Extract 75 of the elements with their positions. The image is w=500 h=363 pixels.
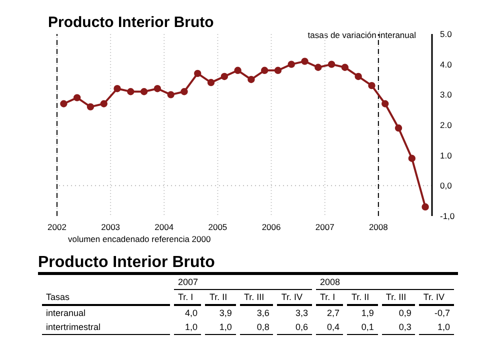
data-label: 1,0 (419, 320, 454, 335)
point (167, 91, 174, 98)
y-tick-label: 1.0 (440, 150, 452, 160)
chart-title: Producto Interior Bruto (48, 14, 214, 31)
data-label: 1,0 (205, 320, 236, 335)
text: volumen encadenado referencia 2000 (68, 234, 211, 244)
category-label: Tr. I (316, 290, 344, 306)
x-tick-label: 2004 (154, 222, 174, 232)
y-tick-label: 4.0 (440, 59, 452, 70)
y-tick-label: -1,0 (440, 211, 455, 222)
data-label: 2,7 (326, 307, 340, 320)
data-label: -0,7 (433, 307, 451, 320)
x-tick-label: 2007 (315, 222, 335, 232)
point (382, 100, 389, 108)
data-label: 3,3 (294, 307, 309, 320)
y-tick-label: 5.0 (440, 29, 452, 40)
data-label: 0,3 (382, 320, 416, 335)
point (394, 124, 402, 132)
point (408, 154, 416, 162)
point (194, 70, 202, 78)
category-label: Tr. III (382, 290, 416, 306)
y-axis-title: tasas de variación interanual (308, 30, 416, 40)
data-label: 0,9 (398, 307, 412, 320)
data-label: 0,1 (347, 320, 378, 335)
point (140, 88, 148, 96)
point (154, 85, 162, 92)
point (114, 85, 121, 92)
point (260, 66, 268, 74)
point (220, 72, 228, 80)
text: intertrimestral (42, 320, 170, 335)
x-tick-label: 2008 (368, 222, 388, 232)
text: Producto Interior Bruto (38, 254, 458, 275)
y-tick-label: 2.0 (440, 120, 452, 130)
text: 2008 (316, 275, 454, 290)
x-tick-label: 2002 (48, 222, 67, 232)
data-label: 1,9 (360, 307, 375, 320)
category-label: Tr. II (205, 290, 236, 306)
point (301, 58, 308, 65)
point (60, 100, 68, 108)
point (422, 203, 429, 210)
point (248, 76, 255, 84)
category-label: Tr. IV (277, 290, 312, 306)
point (368, 82, 376, 90)
x-tick-label: 2003 (101, 222, 120, 232)
y-tick-label: 0,0 (440, 180, 452, 191)
point (73, 94, 81, 102)
data-label: 4,0 (184, 307, 198, 320)
point (100, 100, 108, 108)
point (234, 66, 242, 74)
point (354, 72, 362, 80)
data-label: 0,8 (240, 320, 274, 335)
point (180, 88, 188, 96)
data-label: 3,9 (218, 307, 233, 320)
category-label: Tr. II (347, 290, 378, 306)
data-label: 3,6 (256, 307, 270, 320)
category-label: Tr. IV (419, 290, 454, 306)
x-tick-label: 2005 (208, 222, 228, 232)
point (314, 64, 322, 71)
text: 2007 (174, 275, 312, 290)
text: interanual (45, 307, 87, 320)
category-label: Tr. III (240, 290, 274, 306)
point (274, 66, 282, 74)
point (127, 88, 134, 96)
point (207, 78, 215, 86)
x-tick-label: 2006 (262, 222, 282, 232)
legend-title: Tasas (42, 290, 170, 306)
point (328, 60, 336, 68)
y-tick-label: 3.0 (440, 90, 452, 100)
category-label: Tr. I (174, 290, 202, 306)
data-label: 1,0 (174, 320, 202, 335)
data-label: 0,6 (277, 320, 312, 335)
point (86, 103, 94, 110)
data-label: 0,4 (316, 320, 344, 335)
point (341, 64, 349, 71)
point (288, 60, 295, 68)
